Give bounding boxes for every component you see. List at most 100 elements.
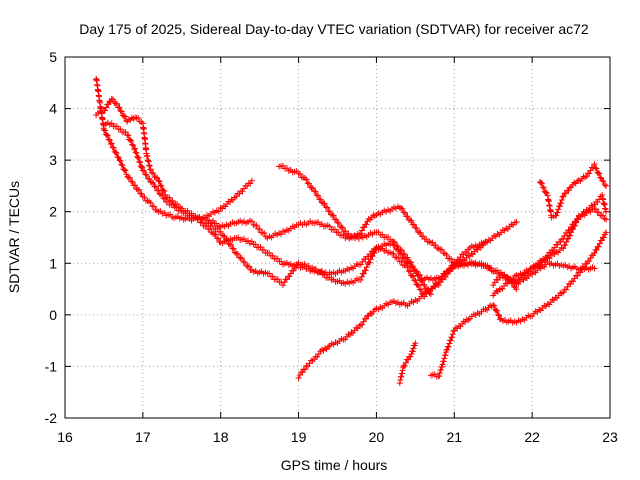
data-point <box>558 200 565 207</box>
data-point <box>164 198 171 205</box>
data-point <box>567 281 574 288</box>
data-point <box>357 276 364 283</box>
data-point <box>597 174 604 181</box>
data-point <box>335 229 342 236</box>
data-point <box>592 206 599 213</box>
data-point <box>390 250 397 257</box>
data-point <box>557 239 564 246</box>
data-point <box>339 224 346 231</box>
data-point <box>143 171 150 178</box>
x-tick-label: 17 <box>135 429 151 445</box>
data-point <box>155 187 162 194</box>
data-point <box>363 264 370 271</box>
data-point <box>256 226 263 233</box>
data-point <box>538 180 545 187</box>
data-point <box>126 174 133 181</box>
data-point <box>248 238 255 245</box>
data-point <box>367 256 374 263</box>
data-point <box>406 260 413 267</box>
data-point <box>257 244 264 251</box>
data-point <box>413 268 420 275</box>
x-tick-label: 18 <box>213 429 229 445</box>
data-point <box>312 188 319 195</box>
data-point <box>321 200 328 207</box>
data-point <box>318 346 325 353</box>
data-point <box>173 204 180 211</box>
data-point <box>404 254 411 261</box>
data-point <box>122 113 129 120</box>
data-point <box>302 366 309 373</box>
data-point <box>565 187 572 194</box>
data-point <box>358 273 365 280</box>
data-point <box>205 220 212 227</box>
data-point <box>150 179 157 186</box>
data-point <box>141 194 148 201</box>
data-point <box>104 132 111 139</box>
data-point <box>274 255 281 262</box>
data-point <box>155 177 162 184</box>
data-point <box>135 115 142 122</box>
data-point <box>556 203 563 210</box>
data-point <box>412 340 419 347</box>
data-point <box>449 331 456 338</box>
data-point <box>444 346 451 353</box>
data-point <box>266 249 273 256</box>
data-point <box>409 264 416 271</box>
data-point <box>445 268 452 275</box>
data-point <box>567 232 574 239</box>
data-point <box>246 263 253 270</box>
data-point <box>570 278 577 285</box>
data-point <box>565 235 572 242</box>
data-point <box>490 282 497 289</box>
y-tick-label: 5 <box>49 49 57 65</box>
data-point <box>401 209 408 216</box>
data-point <box>371 249 378 256</box>
data-point <box>132 149 139 156</box>
data-point <box>129 141 136 148</box>
data-point <box>117 126 124 133</box>
data-point <box>228 241 235 248</box>
data-point <box>317 196 324 203</box>
data-point <box>403 259 410 266</box>
data-point <box>417 229 424 236</box>
data-point <box>335 220 342 227</box>
data-point <box>598 175 605 182</box>
data-point <box>581 263 588 270</box>
data-point <box>440 358 447 365</box>
data-point <box>499 285 506 292</box>
data-point <box>137 163 144 170</box>
data-point <box>449 334 456 341</box>
data-point <box>312 265 319 272</box>
data-point <box>301 174 308 181</box>
data-point <box>101 127 108 134</box>
data-point <box>603 216 610 223</box>
data-point <box>595 243 602 250</box>
data-point <box>491 302 498 309</box>
data-point <box>435 278 442 285</box>
data-point <box>266 270 273 277</box>
data-point <box>571 222 578 229</box>
data-point <box>582 174 589 181</box>
data-point <box>169 197 176 204</box>
data-point <box>113 100 120 107</box>
data-point <box>593 246 600 253</box>
data-point <box>113 123 120 130</box>
y-tick-label: 0 <box>49 307 57 323</box>
data-point <box>234 250 241 257</box>
data-point <box>303 176 310 183</box>
data-point <box>591 265 598 272</box>
data-point <box>128 137 135 144</box>
data-point <box>297 170 304 177</box>
data-point <box>166 194 173 201</box>
data-point <box>136 158 143 165</box>
data-point <box>146 198 153 205</box>
data-point <box>359 321 366 328</box>
data-point <box>212 231 219 238</box>
data-point <box>369 253 376 260</box>
data-point <box>445 343 452 350</box>
data-point <box>110 144 117 151</box>
data-point <box>170 201 177 208</box>
series-track-8 <box>427 229 610 380</box>
data-point <box>122 167 129 174</box>
data-point <box>248 218 255 225</box>
